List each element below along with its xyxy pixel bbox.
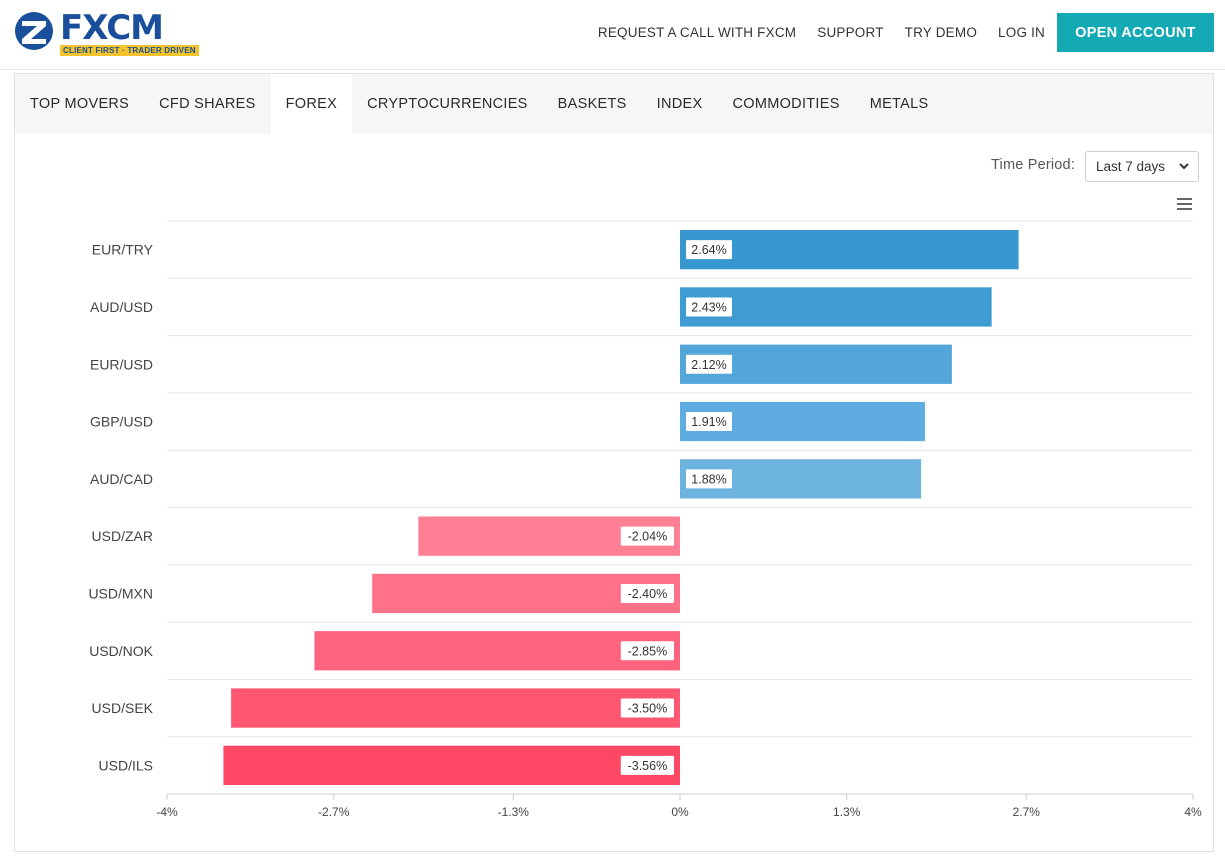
forex-movers-chart: EUR/TRY 2.64% AUD/USD 2.43% EUR/USD 2.12% GBP/… — [88, 220, 1202, 819]
data-label-box — [620, 641, 674, 661]
market-tabs: TOP MOVERS CFD SHARES FOREX CRYPTOCURREN… — [15, 74, 1213, 134]
category-label: AUD/USD — [90, 299, 153, 315]
tab-baskets[interactable]: BASKETS — [557, 96, 627, 112]
bar[interactable] — [680, 230, 1019, 270]
fxcm-logo[interactable]: FXCM CLIENT FIRST · TRADER DRIVEN — [14, 8, 199, 57]
data-label: -3.56% — [628, 759, 668, 773]
nav-try-demo[interactable]: TRY DEMO — [904, 25, 978, 40]
data-label: 1.91% — [691, 415, 726, 429]
x-tick-label: 4% — [1184, 805, 1202, 819]
data-label: 2.43% — [691, 300, 726, 314]
nav-support[interactable]: SUPPORT — [817, 25, 884, 40]
x-tick-label: -1.3% — [498, 805, 530, 819]
tab-cfd-shares[interactable]: CFD SHARES — [159, 96, 256, 112]
category-label: USD/NOK — [89, 643, 153, 659]
nav-log-in[interactable]: LOG IN — [998, 25, 1045, 40]
tab-commodities[interactable]: COMMODITIES — [732, 96, 840, 112]
data-label: -3.50% — [628, 702, 668, 716]
top-nav: REQUEST A CALL WITH FXCM SUPPORT TRY DEM… — [577, 24, 1045, 42]
bar[interactable] — [231, 688, 680, 728]
bar[interactable] — [314, 631, 680, 671]
category-label: EUR/TRY — [92, 242, 154, 258]
category-label: USD/MXN — [88, 585, 153, 601]
hamburger-menu-icon[interactable] — [1177, 198, 1192, 210]
x-tick-label: 0% — [671, 805, 689, 819]
data-label: 2.64% — [691, 243, 726, 257]
data-label: -2.85% — [628, 644, 668, 658]
tab-top-movers[interactable]: TOP MOVERS — [30, 96, 130, 112]
time-period-select[interactable]: Last 7 days — [1085, 151, 1199, 182]
data-label-box — [686, 354, 732, 374]
time-period-value: Last 7 days — [1096, 159, 1166, 174]
open-account-button[interactable]: OPEN ACCOUNT — [1057, 13, 1214, 52]
data-label: 2.12% — [691, 358, 726, 372]
x-tick-label: 2.7% — [1013, 805, 1041, 819]
site-header: FXCM CLIENT FIRST · TRADER DRIVEN REQUES… — [0, 0, 1225, 70]
logo-wordmark: FXCM — [60, 8, 164, 48]
data-label-box — [686, 412, 732, 432]
market-movers-panel: TOP MOVERS CFD SHARES FOREX CRYPTOCURREN… — [14, 73, 1214, 852]
tab-cryptocurrencies[interactable]: CRYPTOCURRENCIES — [367, 96, 528, 112]
category-label: USD/ILS — [99, 757, 153, 773]
fxcm-logo-mark-icon — [15, 12, 53, 50]
x-tick-label: -2.7% — [318, 805, 350, 819]
data-label: -2.40% — [628, 587, 668, 601]
x-tick-label: -4% — [156, 805, 178, 819]
data-label-box — [686, 240, 732, 260]
category-label: GBP/USD — [90, 414, 153, 430]
tab-forex[interactable]: FOREX — [270, 74, 353, 134]
data-label: 1.88% — [691, 472, 726, 486]
category-label: EUR/USD — [90, 356, 153, 372]
data-label-box — [620, 698, 674, 718]
x-tick-label: 1.3% — [833, 805, 861, 819]
data-label-box — [620, 526, 674, 546]
data-label-box — [620, 755, 674, 775]
tab-index[interactable]: INDEX — [656, 96, 703, 112]
category-label: USD/ZAR — [92, 528, 153, 544]
category-label: AUD/CAD — [90, 471, 153, 487]
logo-tagline: CLIENT FIRST · TRADER DRIVEN — [60, 45, 199, 56]
data-label: -2.04% — [628, 530, 668, 544]
time-period-label: Time Period: — [991, 157, 1076, 173]
data-label-box — [620, 583, 674, 603]
nav-request-call[interactable]: REQUEST A CALL WITH FXCM — [597, 25, 797, 40]
tab-metals[interactable]: METALS — [869, 96, 929, 112]
bar[interactable] — [223, 745, 680, 785]
category-label: USD/SEK — [92, 700, 154, 716]
data-label-box — [686, 469, 732, 489]
chevron-down-icon — [1179, 163, 1189, 170]
data-label-box — [686, 297, 732, 317]
